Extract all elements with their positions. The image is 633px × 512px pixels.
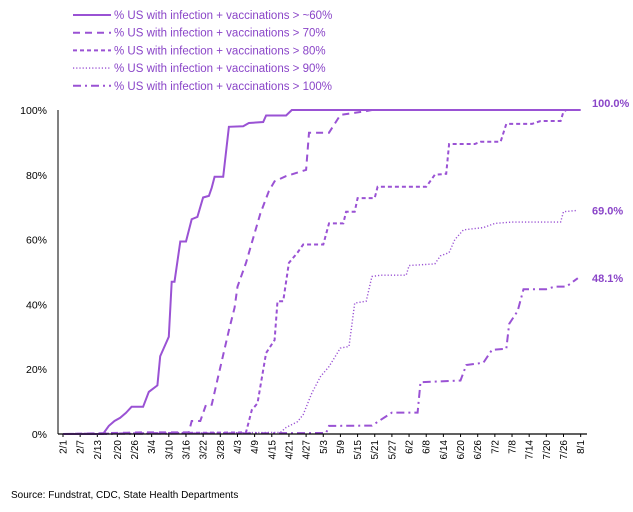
source-note: Source: Fundstrat, CDC, State Health Dep… [11,490,239,501]
y-tick-label: 0% [32,429,47,441]
x-tick-label: 5/15 [353,440,364,460]
x-tick-label: 4/27 [302,440,313,460]
x-tick-label: 4/21 [284,440,295,460]
y-axis: 0% 20% 40% 60% 80% 100% [20,105,47,441]
x-tick-label: 3/28 [216,440,227,460]
x-tick-label: 5/9 [336,440,347,454]
series-line-gt-90 [62,209,578,435]
x-tick-label: 3/16 [181,440,192,460]
y-tick-label: 40% [26,299,47,311]
y-tick-label: 20% [26,364,47,376]
series-line-gt-80 [62,109,567,435]
x-tick-label: 7/2 [490,440,501,454]
x-tick-label: 2/1 [59,440,70,454]
x-tick-label: 3/22 [199,440,210,460]
x-tick-label: 7/26 [559,440,570,460]
legend-label-gt-80: % US with infection + vaccinations > 80% [114,45,326,57]
end-label-gt-90: 69.0% [592,205,623,217]
x-tick-label: 3/4 [147,440,158,454]
y-tick-label: 100% [20,105,47,117]
x-tick-label: 6/8 [422,440,433,454]
end-label-gt-60: 100.0% [592,98,630,110]
x-tick-label: 8/1 [576,440,587,454]
series-line-gt-100 [62,277,579,435]
end-labels: 100.0% 69.0% 48.1% [592,98,630,285]
series-line-gt-70 [62,109,373,435]
x-axis: 2/1 2/7 2/13 2/20 2/26 3/4 3/10 3/16 3/22 3/28 4/3… [59,434,587,460]
x-tick-label: 6/14 [439,440,450,460]
x-tick-label: 2/13 [93,440,104,460]
end-label-gt-100: 48.1% [592,273,623,285]
x-tick-label: 5/21 [370,440,381,460]
y-tick-label: 60% [26,235,47,247]
x-tick-label: 6/26 [473,440,484,460]
x-tick-label: 6/20 [456,440,467,460]
legend-label-gt-60: % US with infection + vaccinations > ~60… [114,10,332,22]
legend-label-gt-90: % US with infection + vaccinations > 90% [114,63,326,75]
x-tick-label: 7/8 [508,440,519,454]
y-tick-label: 80% [26,170,47,182]
x-tick-label: 2/20 [113,440,124,460]
x-tick-label: 4/15 [267,440,278,460]
series-line-gt-60 [63,109,581,435]
x-tick-label: 4/9 [250,440,261,454]
x-tick-label: 3/10 [164,440,175,460]
legend-label-gt-70: % US with infection + vaccinations > 70% [114,28,326,40]
x-tick-label: 7/20 [542,440,553,460]
legend-label-gt-100: % US with infection + vaccinations > 100… [114,81,332,93]
x-tick-label: 2/7 [76,440,87,454]
legend: % US with infection + vaccinations > ~60… [73,10,332,93]
x-tick-label: 7/14 [525,440,536,460]
x-tick-label: 4/3 [233,440,244,454]
x-tick-label: 5/27 [387,440,398,460]
x-tick-label: 6/2 [405,440,416,454]
series-lines [62,109,581,435]
x-tick-label: 5/3 [319,440,330,454]
x-tick-label: 2/26 [130,440,141,460]
